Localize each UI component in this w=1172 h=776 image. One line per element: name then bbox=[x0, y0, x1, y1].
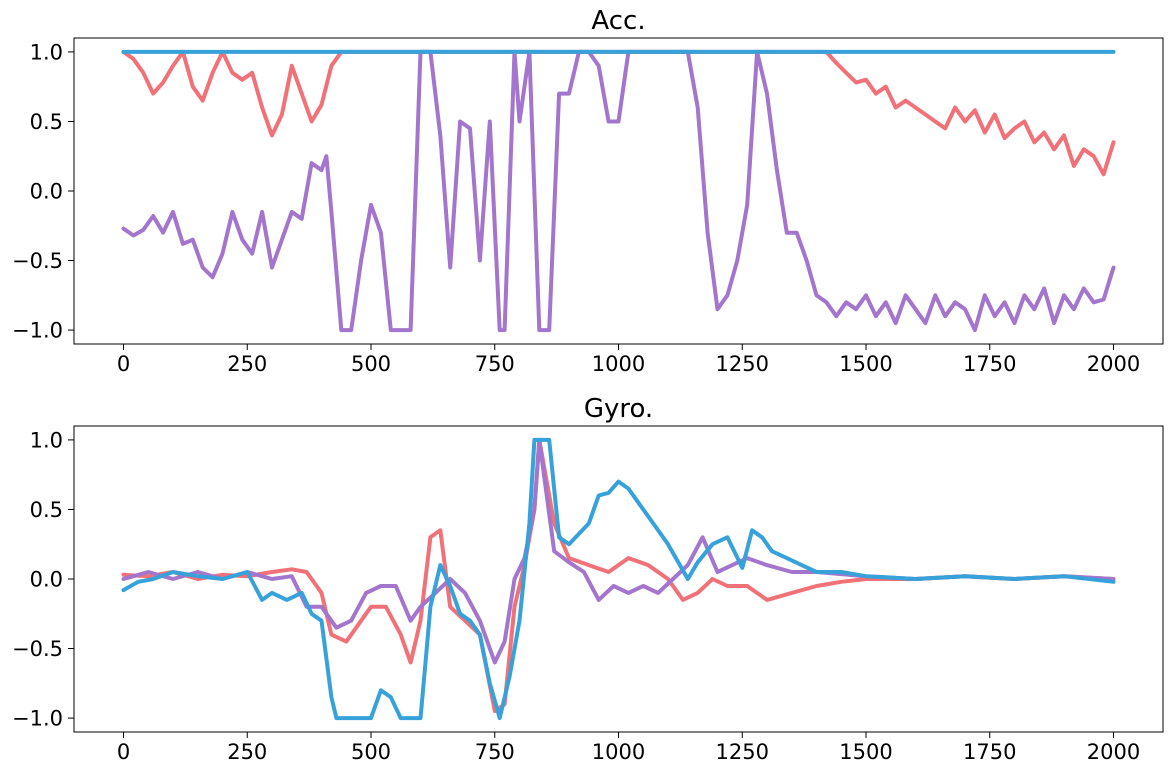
gyro-x-tick-label: 0 bbox=[117, 740, 130, 764]
acc-y-tick-label: 1.0 bbox=[30, 40, 63, 64]
gyro-y-tick-label: 1.0 bbox=[30, 428, 63, 452]
acc-panel: Acc. 0 250 500 750 1000 1250 1500 1750 2000 1.0 0.5… bbox=[12, 6, 1164, 376]
gyro-y-tick-label: 0.5 bbox=[30, 498, 63, 522]
gyro-x-tick-label: 1500 bbox=[839, 740, 892, 764]
gyro-x-tick-label: 1250 bbox=[716, 740, 769, 764]
gyro-x-tick-label: 250 bbox=[227, 740, 267, 764]
acc-x-tick-label: 750 bbox=[475, 352, 515, 376]
gyro-title: Gyro. bbox=[584, 394, 653, 424]
acc-x-tick-label: 1250 bbox=[716, 352, 769, 376]
gyro-x-tick-label: 1000 bbox=[592, 740, 645, 764]
gyro-y-tick-label: 0.0 bbox=[30, 568, 63, 592]
acc-x-tick-label: 500 bbox=[351, 352, 391, 376]
gyro-x-tick-label: 1750 bbox=[963, 740, 1016, 764]
gyro-series-group bbox=[121, 437, 1116, 721]
gyro-x-tick-label: 2000 bbox=[1087, 740, 1140, 764]
acc-x-tick-label: 1750 bbox=[963, 352, 1016, 376]
acc-y-tick-label: 0.0 bbox=[30, 180, 63, 204]
gyro-purple-series bbox=[121, 437, 1116, 665]
gyro-x-tick-label: 750 bbox=[475, 740, 515, 764]
acc-purple-series bbox=[121, 49, 1116, 333]
gyro-x-tick-label: 500 bbox=[351, 740, 391, 764]
gyro-panel: Gyro. 0 250 500 750 1000 1250 1500 1750 2000 1.0 0.… bbox=[12, 394, 1164, 764]
acc-red-series bbox=[121, 49, 1116, 177]
acc-series-group bbox=[121, 49, 1116, 333]
acc-y-tick-label: −1.0 bbox=[12, 319, 63, 343]
acc-title: Acc. bbox=[591, 6, 645, 36]
acc-x-tick-label: 2000 bbox=[1087, 352, 1140, 376]
chart-panels: Acc. 0 250 500 750 1000 1250 1500 1750 2000 1.0 0.5… bbox=[12, 6, 1164, 764]
acc-x-tick-label: 0 bbox=[117, 352, 130, 376]
acc-x-tick-label: 1500 bbox=[839, 352, 892, 376]
gyro-y-tick-label: −0.5 bbox=[12, 637, 63, 661]
acc-y-tick-label: 0.5 bbox=[30, 110, 63, 134]
acc-y-tick-label: −0.5 bbox=[12, 249, 63, 273]
gyro-red-series bbox=[121, 437, 1116, 714]
gyro-y-tick-label: −1.0 bbox=[12, 707, 63, 731]
acc-plot-frame bbox=[73, 37, 1164, 345]
acc-x-tick-label: 250 bbox=[227, 352, 267, 376]
gyro-blue-series bbox=[121, 437, 1116, 721]
acc-x-tick-label: 1000 bbox=[592, 352, 645, 376]
